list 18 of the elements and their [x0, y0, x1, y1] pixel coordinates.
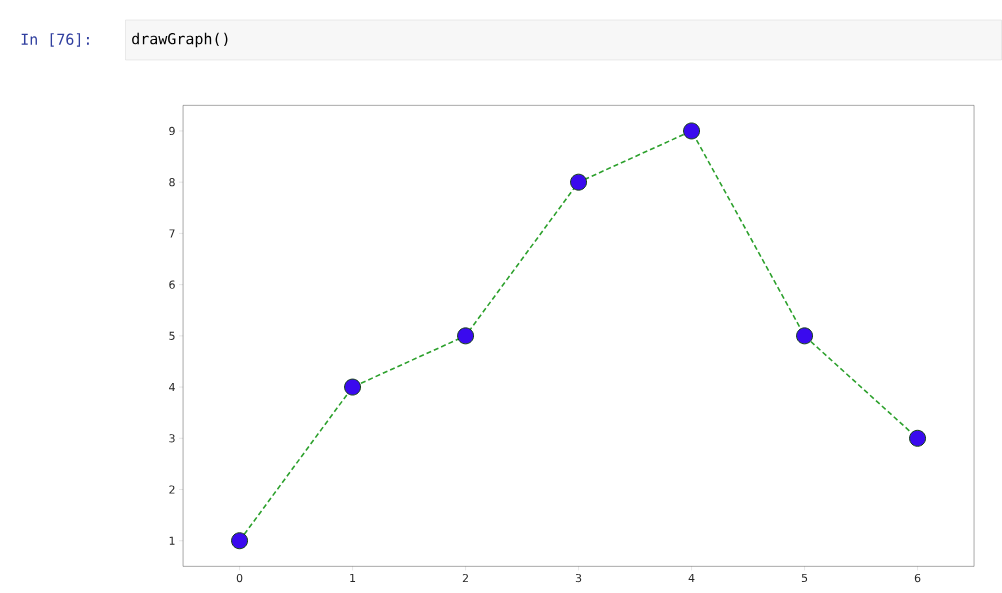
y-tick-label: 8: [169, 178, 175, 187]
y-tick-label: 5: [169, 331, 175, 340]
y-tick-label: 6: [169, 280, 175, 289]
y-tick-label: 1: [169, 536, 175, 545]
y-tick-label: 4: [169, 383, 175, 392]
y-tick-label: 9: [169, 126, 175, 136]
x-tick-label: 1: [350, 573, 356, 582]
x-tick-label: 6: [914, 573, 921, 583]
y-tick-label: 7: [169, 229, 175, 238]
text: drawGraph(): [132, 32, 228, 48]
y-tick-label: 3: [169, 434, 175, 443]
x-tick-label: 4: [688, 573, 695, 582]
x-tick-label: 3: [575, 573, 582, 583]
text: In [76]:: [21, 33, 89, 47]
x-tick-label: 2: [462, 573, 468, 583]
x-tick-label: 5: [801, 573, 808, 583]
x-tick-label: 0: [236, 573, 243, 583]
y-tick-label: 2: [169, 485, 175, 494]
